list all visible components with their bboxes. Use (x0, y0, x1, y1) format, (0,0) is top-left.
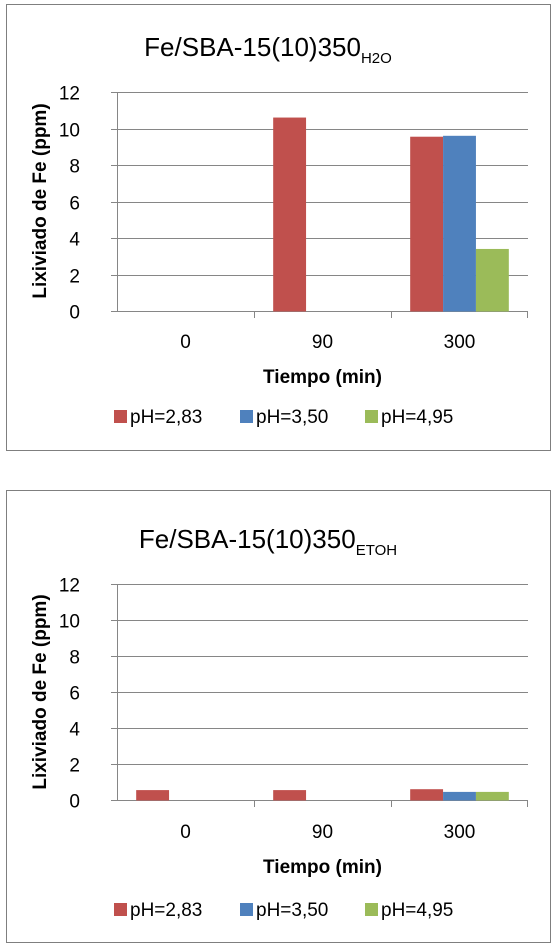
y-tick-label: 0 (69, 303, 80, 324)
y-tick-label: 8 (69, 648, 80, 669)
bar (475, 791, 509, 801)
x-tick-label: 90 (312, 822, 333, 843)
legend-swatch (240, 903, 253, 916)
legend-label: pH=2,83 (130, 900, 202, 921)
chart-panel-etoh: Fe/SBA-15(10)350ETOH 0 2 4 6 8 10 12 0 90 300 Tiemp… (0, 486, 556, 946)
bar (273, 117, 307, 312)
x-axis-label: Tiempo (min) (263, 857, 382, 878)
y-tick-label: 2 (69, 267, 80, 288)
legend-swatch (240, 410, 253, 423)
legend-swatch (365, 903, 378, 916)
legend-label: pH=3,50 (256, 900, 328, 921)
y-tick-label: 6 (69, 194, 80, 215)
y-tick-label: 6 (69, 684, 80, 705)
y-tick-label: 4 (69, 720, 80, 741)
x-tick-label: 300 (444, 822, 476, 843)
chart-border (6, 490, 551, 943)
y-tick-label: 4 (69, 230, 80, 251)
chart-etoh: Fe/SBA-15(10)350ETOH 0 2 4 6 8 10 12 0 90 300 Tiemp… (6, 490, 551, 943)
y-tick-label: 0 (69, 792, 80, 813)
bar (410, 136, 444, 312)
x-tick-label: 0 (180, 822, 191, 843)
x-tick-label: 90 (312, 332, 333, 353)
bar (273, 790, 307, 801)
legend-label: pH=4,95 (381, 900, 453, 921)
y-tick-label: 8 (69, 157, 80, 178)
legend-swatch (114, 903, 127, 916)
chart-title: Fe/SBA-15(10)350ETOH (139, 524, 397, 559)
legend-swatch (114, 410, 127, 423)
bar (410, 789, 444, 801)
y-tick-label: 10 (59, 612, 80, 633)
y-axis-label: Lixiviado de Fe (ppm) (30, 103, 51, 298)
y-tick-label: 2 (69, 756, 80, 777)
bar (475, 248, 509, 312)
chart-title-subscript: H2O (361, 50, 392, 67)
bar (136, 790, 170, 801)
chart-title-main: Fe/SBA-15(10)350 (139, 524, 356, 554)
legend-label: pH=4,95 (381, 407, 453, 428)
chart-title-main: Fe/SBA-15(10)350 (144, 32, 361, 62)
x-tick-label: 0 (180, 332, 191, 353)
chart-panel-h2o: Fe/SBA-15(10)350H2O 0 2 4 6 8 10 12 0 90 300 Tiempo… (0, 0, 556, 452)
legend-label: pH=2,83 (130, 407, 202, 428)
bar (443, 135, 476, 312)
x-tick-label: 300 (444, 332, 476, 353)
y-tick-label: 10 (59, 121, 80, 142)
legend-label: pH=3,50 (256, 407, 328, 428)
chart-title: Fe/SBA-15(10)350H2O (144, 32, 392, 67)
y-tick-label: 12 (59, 84, 80, 105)
y-axis-label: Lixiviado de Fe (ppm) (30, 594, 51, 789)
x-axis-label: Tiempo (min) (263, 367, 382, 388)
y-tick-label: 12 (59, 576, 80, 597)
chart-h2o: Fe/SBA-15(10)350H2O 0 2 4 6 8 10 12 0 90 300 Tiempo… (6, 4, 551, 451)
legend-swatch (365, 410, 378, 423)
bar (443, 791, 476, 801)
chart-title-subscript: ETOH (356, 542, 397, 559)
